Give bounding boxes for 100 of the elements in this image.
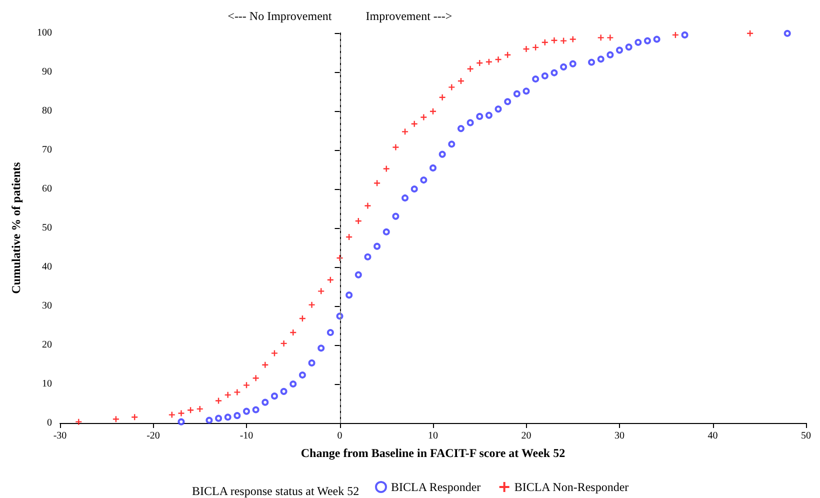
point <box>392 144 399 150</box>
point <box>467 66 474 72</box>
point <box>234 412 241 420</box>
point <box>532 76 540 83</box>
x-tick-label: 0 <box>337 430 342 442</box>
point <box>598 34 604 41</box>
x-tick-label: 30 <box>614 430 624 442</box>
text: <--- No Improvement <box>228 9 332 23</box>
y-axis-title: Cumulative % of patients <box>9 162 23 294</box>
point <box>252 375 259 382</box>
point <box>570 36 576 42</box>
y-tick-label: 50 <box>42 222 52 234</box>
y-tick-label: 80 <box>42 106 52 116</box>
point <box>216 398 222 404</box>
point <box>382 228 390 236</box>
y-tick-label: 0 <box>47 418 52 428</box>
point <box>681 31 688 38</box>
point <box>457 125 464 132</box>
point <box>439 94 446 100</box>
point <box>784 30 791 37</box>
point <box>392 212 400 220</box>
legend-title: BICLA response status at Week 52 <box>192 484 360 498</box>
y-tick-label: 60 <box>42 184 52 194</box>
point <box>495 56 502 63</box>
point <box>448 84 455 90</box>
point <box>178 410 184 416</box>
point <box>606 51 614 58</box>
point <box>298 372 306 379</box>
point <box>318 344 325 352</box>
x-tick-label: 50 <box>801 430 811 442</box>
y-tick-label: 20 <box>42 340 52 350</box>
point <box>206 416 213 424</box>
point <box>588 58 596 66</box>
point <box>560 38 567 44</box>
y-tick-label: 10 <box>42 378 52 390</box>
point <box>485 112 492 119</box>
y-tick-label: 40 <box>42 262 52 272</box>
point <box>364 202 371 209</box>
point <box>224 414 232 421</box>
point <box>513 90 520 98</box>
point <box>252 406 260 414</box>
point <box>354 271 362 278</box>
point <box>262 398 269 406</box>
point <box>243 408 250 415</box>
x-tick-label: 20 <box>521 430 532 442</box>
point <box>326 329 334 336</box>
point <box>523 46 530 52</box>
legend-label: BICLA Non-Responder <box>514 480 629 494</box>
point <box>420 114 427 120</box>
point <box>494 106 502 113</box>
point <box>234 389 240 396</box>
point <box>280 340 287 346</box>
point <box>616 46 623 54</box>
point <box>634 38 642 46</box>
point <box>625 44 632 51</box>
point <box>76 418 82 425</box>
x-tick-label: -10 <box>240 430 254 442</box>
point <box>560 63 568 70</box>
point <box>290 380 297 388</box>
point <box>551 37 558 44</box>
x-tick-label: 10 <box>428 430 438 442</box>
point <box>374 242 381 250</box>
x-tick-label: 40 <box>708 430 718 442</box>
point <box>168 412 175 418</box>
point <box>644 37 651 44</box>
point <box>308 359 316 366</box>
point <box>383 166 390 172</box>
point <box>280 388 288 395</box>
x-tick-label: -20 <box>146 430 160 442</box>
point <box>430 164 436 172</box>
x-axis-title: Change from Baseline in FACIT-F score at Week 52 <box>300 446 566 460</box>
point <box>318 288 324 294</box>
point <box>271 350 278 356</box>
point <box>270 392 278 400</box>
point <box>607 34 614 41</box>
y-tick-label: 70 <box>42 144 52 156</box>
point <box>410 186 418 192</box>
point <box>550 69 558 76</box>
point <box>504 98 512 106</box>
point <box>476 112 484 120</box>
legend-label: BICLA Responder <box>391 480 481 494</box>
y-tick-label: 90 <box>42 66 52 78</box>
point <box>448 140 456 148</box>
point <box>522 88 530 95</box>
point <box>178 418 185 426</box>
point <box>466 119 474 126</box>
point <box>402 128 408 135</box>
point <box>541 72 548 80</box>
point <box>244 382 250 388</box>
point <box>504 52 511 58</box>
y-tick-label: 30 <box>42 300 52 312</box>
point <box>364 253 372 260</box>
point <box>308 302 315 308</box>
point <box>438 150 446 158</box>
point <box>653 36 660 43</box>
y-tick-label: 100 <box>37 28 52 38</box>
text: Improvement ---> <box>366 9 452 23</box>
point <box>402 194 409 202</box>
point <box>215 414 222 422</box>
point <box>597 56 604 63</box>
